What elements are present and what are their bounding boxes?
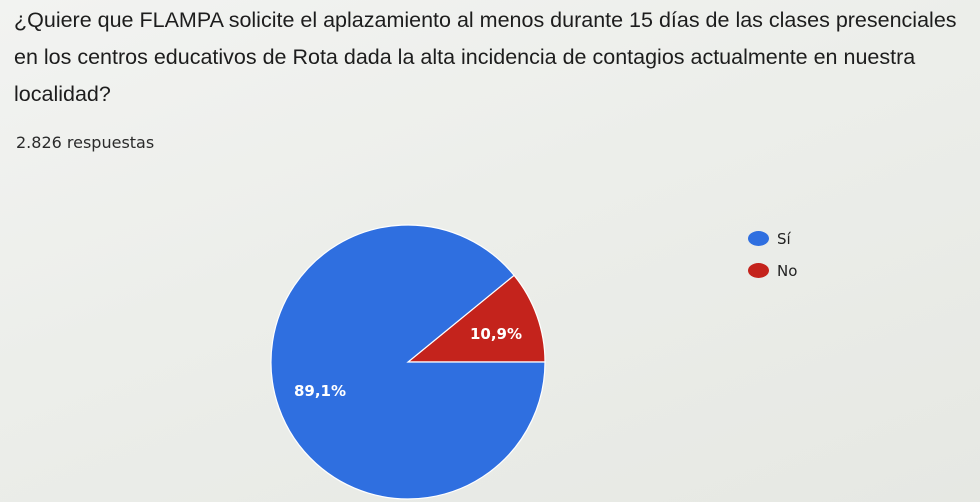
pie-labels: 10,9% 89,1% [294, 325, 522, 400]
pie-label-no: 10,9% [470, 325, 522, 343]
legend-label-si: Sí [777, 229, 791, 248]
pie-slice-si [270, 224, 546, 500]
legend-item-si: Sí [748, 228, 797, 249]
legend-label-no: No [777, 261, 798, 280]
pie-label-si: 89,1% [294, 382, 346, 400]
legend-swatch-no [748, 263, 769, 278]
legend-swatch-si [748, 231, 769, 246]
question-title: ¿Quiere que FLAMPA solicite el aplazamie… [14, 8, 957, 106]
response-count: 2.826 respuestas [16, 133, 155, 152]
legend-item-no: No [748, 260, 797, 281]
chart-legend: Sí No [748, 228, 797, 292]
pie-slices [270, 224, 546, 500]
pie-slice-no [406, 274, 546, 363]
